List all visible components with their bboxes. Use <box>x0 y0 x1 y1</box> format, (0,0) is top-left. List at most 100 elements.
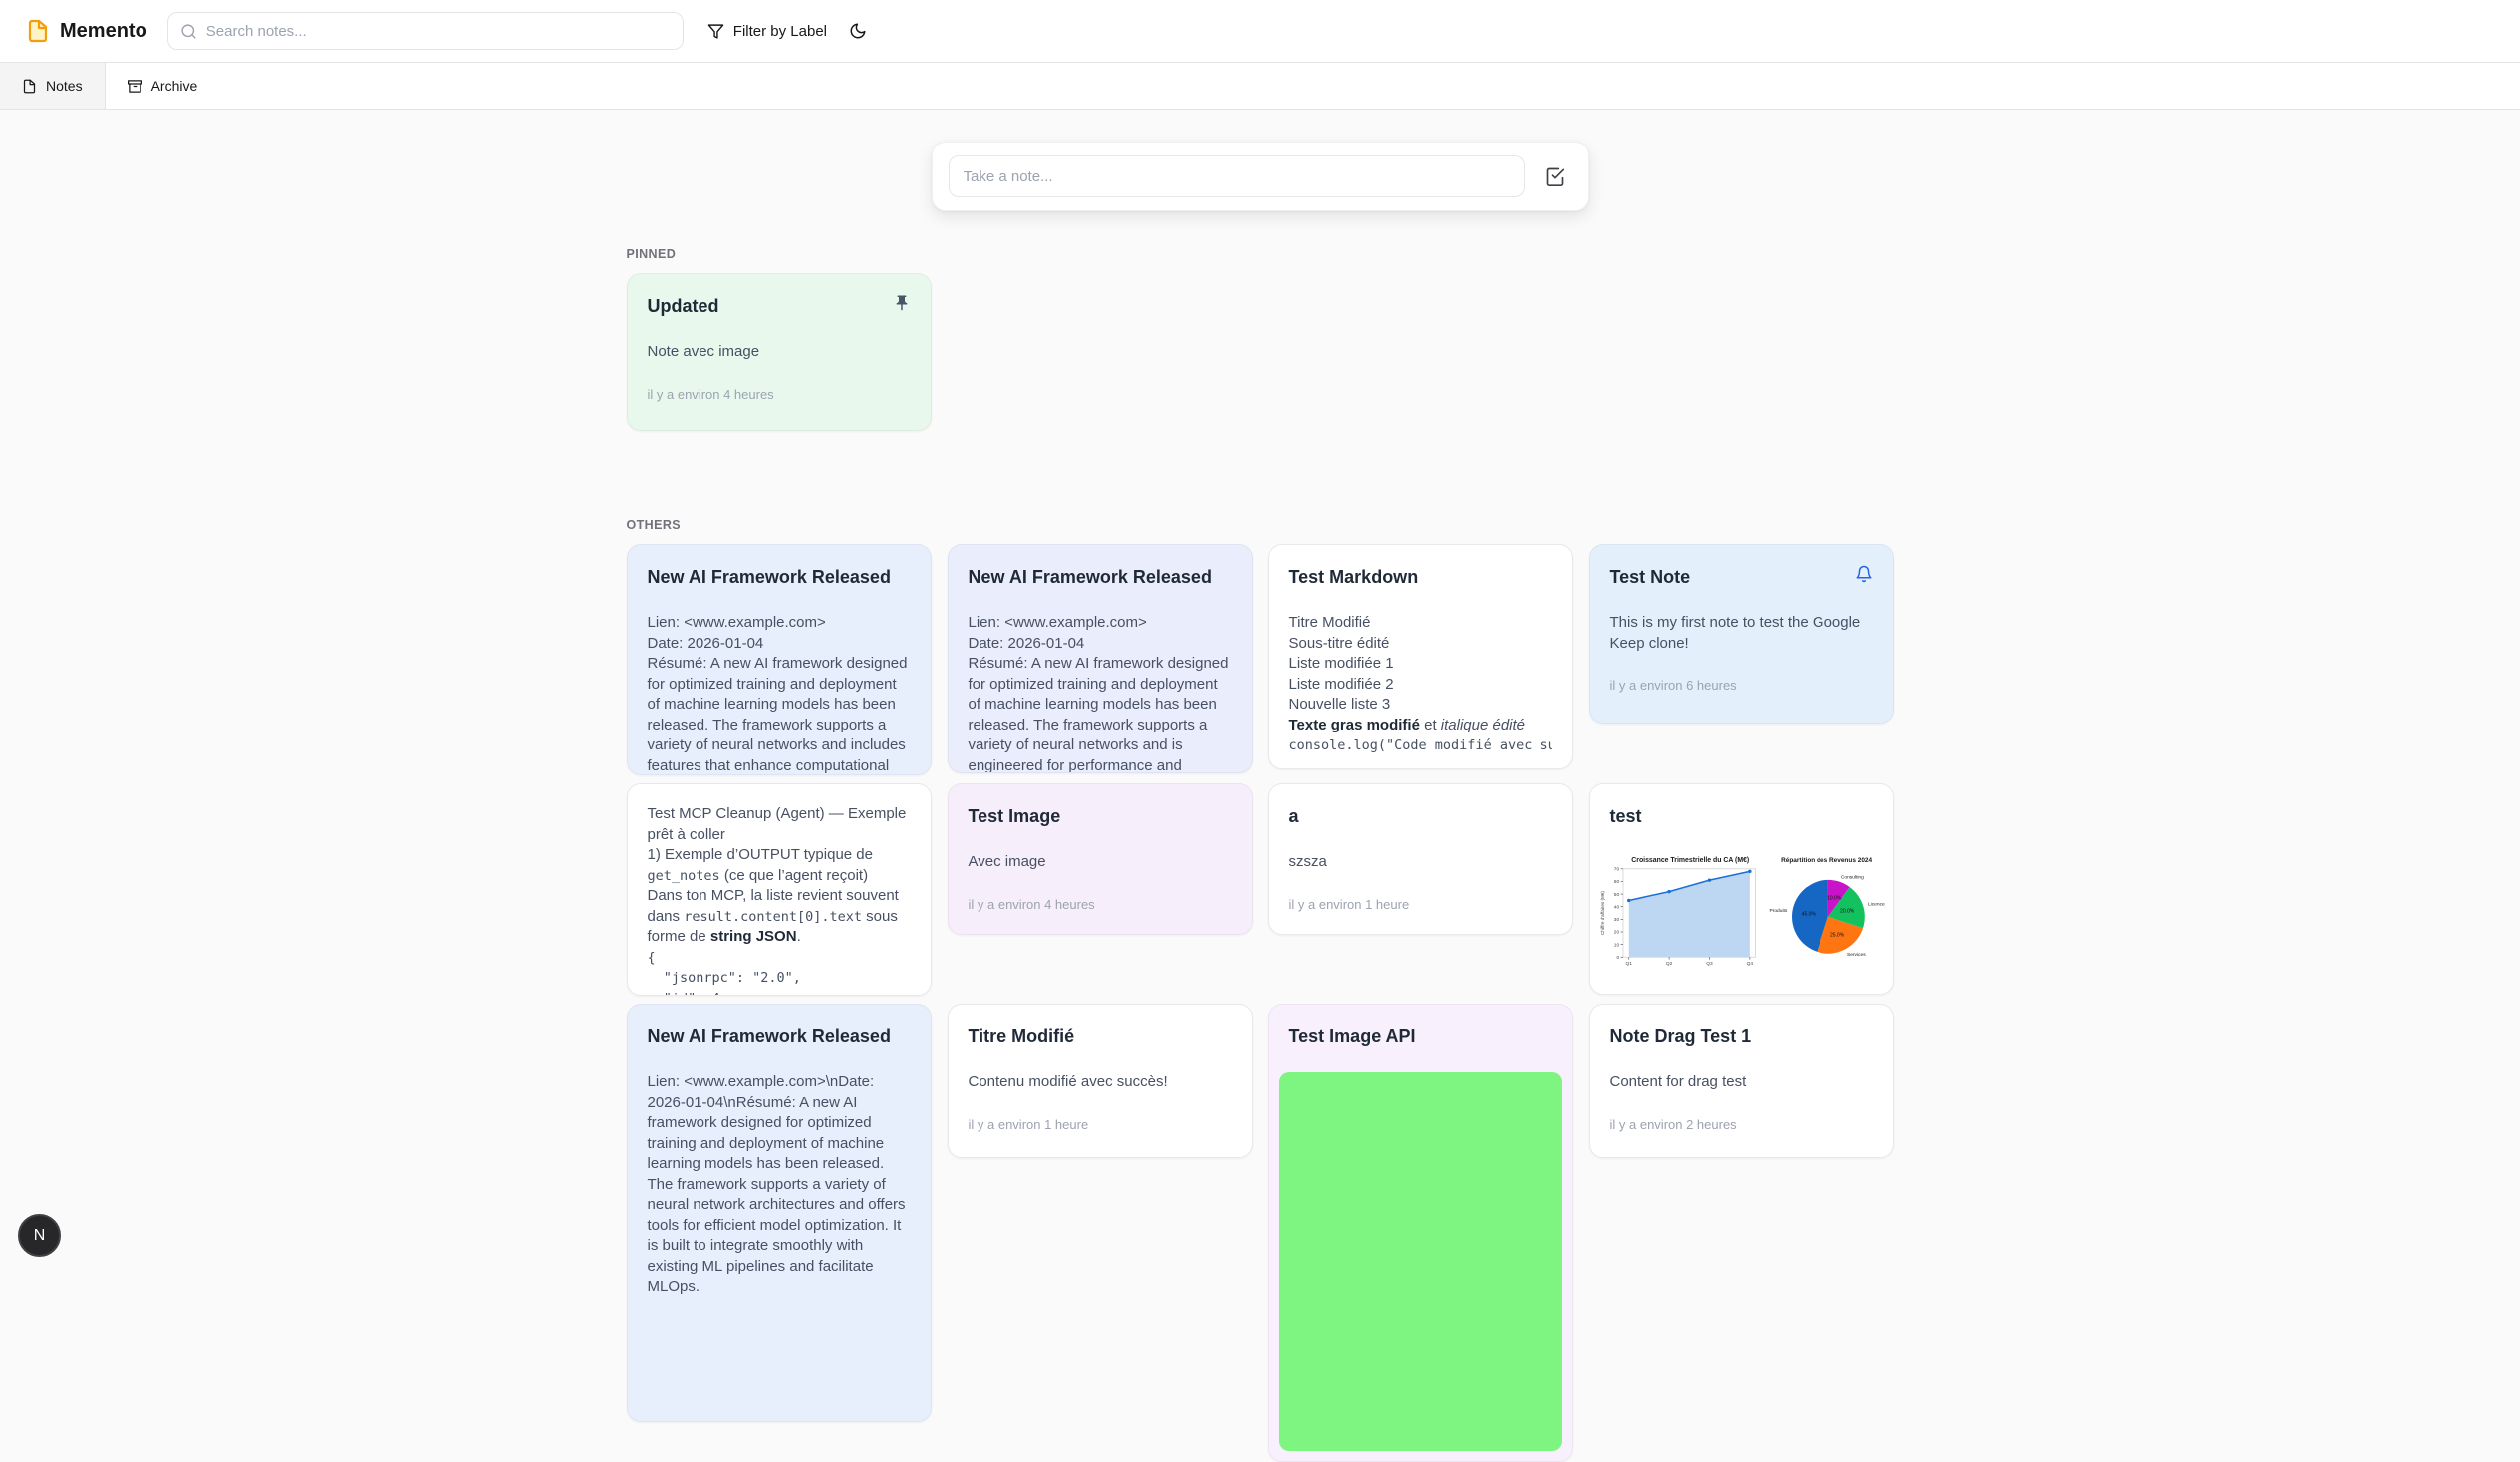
new-checklist-button[interactable] <box>1539 159 1572 193</box>
dev-indicator-button[interactable]: N <box>18 1214 61 1257</box>
note-card-header: Test Image <box>969 804 1232 828</box>
note-body: Croissance Trimestrielle du CA (M€) 0 10 20… <box>1597 852 1885 976</box>
note-text-segment: Lien: <www.example.com>\nDate: 2026-01-0… <box>647 1073 910 1296</box>
tab-archive[interactable]: Archive <box>106 63 220 109</box>
note-body: Titre Modifié Sous-titre édité Liste mod… <box>1289 613 1552 756</box>
app-logo: Memento <box>26 19 147 43</box>
note-card-header: Test Note <box>1610 565 1873 589</box>
svg-text:60: 60 <box>1613 879 1619 885</box>
note-card[interactable]: New AI Framework Released Lien: <www.exam… <box>947 544 1253 773</box>
bell-icon[interactable] <box>1855 565 1873 583</box>
pinned-grid: Updated Note avec image il y a environ 4 h… <box>626 273 1894 431</box>
svg-text:40: 40 <box>1613 905 1619 911</box>
note-card[interactable]: Test Markdown Titre Modifié Sous-titre éd… <box>1267 544 1573 769</box>
note-card[interactable]: Test Image API <box>1267 1004 1573 1462</box>
svg-text:Q1: Q1 <box>1625 961 1632 967</box>
note-body: Content for drag test <box>1610 1072 1873 1093</box>
note-text-segment: sous forme de <box>647 907 903 946</box>
note-text-segment: Lien: <www.example.com> Date: 2026-01-04… <box>968 614 1229 773</box>
note-card[interactable]: Titre Modifié Contenu modifié avec succès… <box>947 1004 1253 1158</box>
note-title: Updated <box>647 296 719 316</box>
note-image <box>1278 1072 1562 1452</box>
filter-funnel-icon <box>707 23 724 39</box>
moon-icon <box>850 23 866 39</box>
note-chart-images: Croissance Trimestrielle du CA (M€) 0 10 20… <box>1597 852 1885 976</box>
note-text-segment: console.log("Code modifié avec succès!") <box>1288 737 1552 754</box>
note-title: New AI Framework Released <box>647 1026 891 1046</box>
note-card-header: a <box>1289 804 1552 828</box>
note-card-header: Updated <box>648 294 911 318</box>
note-timestamp: il y a environ 6 heures <box>1609 678 1737 694</box>
note-text-segment: et <box>1419 716 1441 733</box>
note-card[interactable]: Test Image Avec image il y a environ 4 heu… <box>947 783 1253 935</box>
note-card-header: New AI Framework Released <box>648 565 911 589</box>
note-timestamp: il y a environ 1 heure <box>1288 896 1410 912</box>
note-text-segment: Note avec image <box>647 343 760 361</box>
svg-text:Croissance Trimestrielle du CA: Croissance Trimestrielle du CA (M€) <box>1631 857 1749 864</box>
note-card[interactable]: a szsza il y a environ 1 heure <box>1267 783 1573 935</box>
svg-text:Services: Services <box>1847 952 1866 958</box>
filter-by-label-text: Filter by Label <box>732 22 828 40</box>
note-body: Lien: <www.example.com> Date: 2026-01-04… <box>968 613 1232 773</box>
svg-text:10: 10 <box>1613 943 1619 949</box>
app-title: Memento <box>60 19 147 42</box>
tab-notes[interactable]: Notes <box>0 63 106 109</box>
search-box[interactable] <box>166 12 684 50</box>
search-input[interactable] <box>205 22 671 40</box>
note-card-header: New AI Framework Released <box>969 565 1232 589</box>
quarterly-growth-chart-image: Croissance Trimestrielle du CA (M€) 0 10 20… <box>1597 853 1761 975</box>
note-timestamp: il y a environ 4 heures <box>647 386 774 402</box>
svg-text:Répartition des Revenus 2024: Répartition des Revenus 2024 <box>1781 857 1872 864</box>
svg-text:0: 0 <box>1616 955 1619 961</box>
note-card[interactable]: Note Drag Test 1 Content for drag test il … <box>1588 1004 1894 1158</box>
note-text-segment: Contenu modifié avec succès! <box>968 1073 1168 1091</box>
svg-text:Q3: Q3 <box>1706 961 1713 967</box>
archive-icon <box>127 79 142 93</box>
note-text-segment: get_notes <box>647 867 720 884</box>
others-grid: New AI Framework Released Lien: <www.exam… <box>626 544 1894 1462</box>
note-file-icon <box>28 19 48 43</box>
note-card[interactable]: Test MCP Cleanup (Agent) — Exemple prêt … <box>626 783 932 996</box>
svg-text:Consulting: Consulting <box>1841 875 1864 881</box>
note-text-segment: szsza <box>1288 853 1327 871</box>
note-text-segment: Lien: <www.example.com> Date: 2026-01-04… <box>647 614 908 774</box>
note-card[interactable]: Updated Note avec image il y a environ 4 h… <box>626 273 932 431</box>
note-card[interactable]: New AI Framework Released Lien: <www.exam… <box>626 1004 932 1422</box>
note-composer[interactable] <box>931 142 1589 211</box>
note-text-segment: Titre Modifié Sous-titre édité Liste mod… <box>1288 614 1394 714</box>
note-text-segment: . <box>796 928 801 945</box>
note-text-segment: Content for drag test <box>1609 1073 1747 1091</box>
pin-icon[interactable] <box>893 294 911 312</box>
note-text-segment: result.content[0].text <box>684 908 863 925</box>
note-text-segment: string JSON <box>709 928 797 945</box>
tab-notes-label: Notes <box>46 78 83 94</box>
note-card-header: Test Image API <box>1289 1024 1552 1048</box>
note-title: Titre Modifié <box>968 1026 1075 1046</box>
app-header: Memento Filter by Label <box>0 0 2520 62</box>
note-card[interactable]: Test Note This is my first note to test t… <box>1588 544 1894 724</box>
note-body: Lien: <www.example.com> Date: 2026-01-04… <box>647 613 911 774</box>
note-text-segment: { "jsonrpc": "2.0", "id": 4,… <box>647 949 801 996</box>
svg-text:50: 50 <box>1613 892 1619 898</box>
note-title: Test Image API <box>1288 1026 1416 1046</box>
note-card[interactable]: New AI Framework Released Lien: <www.exam… <box>626 544 932 775</box>
theme-toggle-button[interactable] <box>849 22 867 40</box>
note-card[interactable]: test Croissance Trimestrielle du CA (M€) 0… <box>1588 783 1894 995</box>
svg-text:70: 70 <box>1613 867 1619 873</box>
note-timestamp: il y a environ 1 heure <box>968 1116 1089 1132</box>
tab-bar: Notes Archive <box>0 62 2520 110</box>
svg-text:20.0%: 20.0% <box>1840 909 1855 915</box>
search-icon <box>181 23 196 39</box>
svg-text:Produits: Produits <box>1769 908 1787 914</box>
note-text-segment: Avec image <box>968 853 1046 871</box>
svg-text:10.0%: 10.0% <box>1827 896 1842 902</box>
svg-text:Licences: Licences <box>1868 902 1885 908</box>
svg-text:45.0%: 45.0% <box>1802 912 1817 918</box>
filter-by-label-button[interactable]: Filter by Label <box>707 23 827 40</box>
svg-text:25.0%: 25.0% <box>1830 933 1845 939</box>
note-text-segment: Test MCP Cleanup (Agent) — Exemple prêt … <box>647 805 907 863</box>
note-title: Test Note <box>1609 567 1691 587</box>
take-a-note-input[interactable] <box>948 155 1525 197</box>
note-text-segment: (ce que l’agent reçoit) Dans ton MCP, la… <box>647 866 899 925</box>
note-title: Test Image <box>968 806 1061 826</box>
